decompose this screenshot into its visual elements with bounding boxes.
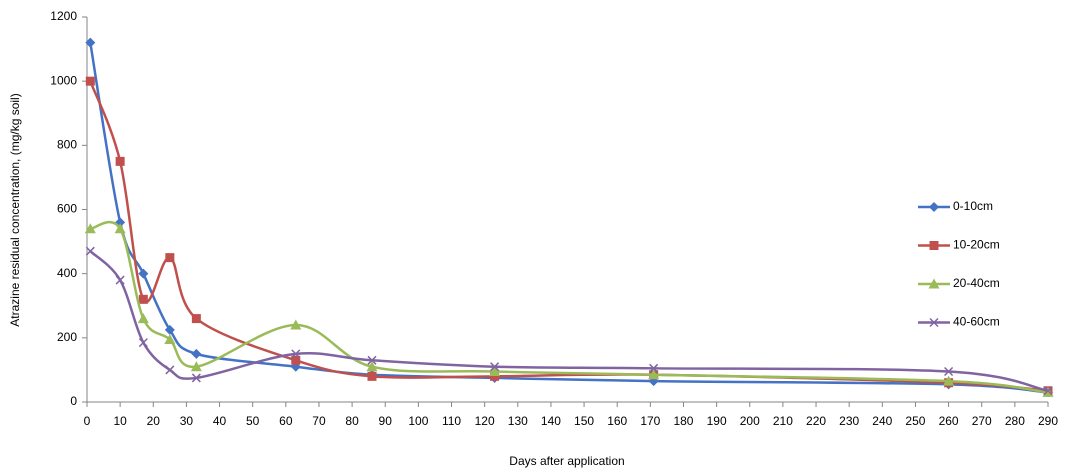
x-tick-label: 180 [673, 414, 693, 428]
x-tick-label: 190 [707, 414, 727, 428]
x-tick-label: 140 [541, 414, 561, 428]
x-tick-label: 260 [939, 414, 959, 428]
data-point [191, 348, 202, 359]
x-tick-label: 240 [872, 414, 892, 428]
data-point [84, 223, 96, 234]
data-point [164, 324, 175, 335]
data-point [191, 314, 201, 324]
x-tick-label: 230 [839, 414, 859, 428]
data-point [137, 313, 149, 324]
data-point [489, 366, 501, 377]
x-tick-label: 150 [574, 414, 594, 428]
legend-label: 40-60cm [953, 315, 1000, 329]
x-tick-label: 110 [442, 414, 461, 428]
x-tick-label: 130 [508, 414, 528, 428]
y-tick-label: 200 [57, 330, 77, 344]
legend-marker [929, 241, 939, 250]
x-tick-label: 60 [279, 414, 293, 428]
x-tick-label: 270 [972, 414, 992, 428]
y-tick-label: 0 [70, 394, 77, 408]
x-tick-label: 290 [1038, 414, 1058, 428]
x-tick-label: 20 [147, 414, 161, 428]
data-point [114, 223, 126, 234]
data-point [115, 156, 125, 166]
data-point [366, 361, 378, 372]
y-axis-label: Atrazine residual concentration, (mg/kg … [8, 93, 22, 326]
y-tick-label: 400 [57, 266, 77, 280]
x-tick-label: 40 [213, 414, 227, 428]
data-point [290, 319, 302, 330]
x-tick-label: 120 [475, 414, 495, 428]
legend-label: 0-10cm [953, 199, 993, 213]
y-tick-label: 600 [57, 202, 77, 216]
data-point [191, 373, 201, 383]
series-line [89, 80, 1049, 393]
data-point [115, 275, 125, 285]
x-tick-label: 0 [84, 414, 91, 428]
legend-marker [928, 278, 940, 289]
data-point [490, 371, 500, 381]
series-line [89, 250, 1049, 392]
legend-label: 20-40cm [953, 276, 1000, 290]
data-point [85, 37, 96, 48]
y-tick-label: 1200 [50, 9, 77, 23]
data-point [138, 338, 148, 348]
x-axis-label: Days after application [509, 454, 624, 468]
x-tick-label: 70 [312, 414, 326, 428]
data-point [291, 355, 301, 365]
data-point [1043, 386, 1053, 396]
y-tick-label: 800 [57, 138, 77, 152]
x-tick-label: 200 [740, 414, 760, 428]
data-point [165, 365, 175, 375]
x-tick-label: 250 [905, 414, 925, 428]
x-tick-label: 80 [345, 414, 359, 428]
data-point [85, 246, 95, 256]
x-tick-label: 10 [113, 414, 127, 428]
data-point [138, 294, 148, 304]
legend-label: 10-20cm [953, 238, 1000, 252]
x-tick-label: 220 [806, 414, 826, 428]
data-point [367, 371, 377, 381]
x-tick-label: 100 [408, 414, 428, 428]
data-point [944, 366, 954, 377]
legend-marker [929, 317, 939, 328]
x-tick-label: 90 [379, 414, 393, 428]
data-point [490, 362, 500, 372]
data-point [164, 333, 176, 344]
data-point [291, 349, 301, 359]
data-point [190, 361, 202, 372]
data-point [943, 375, 955, 386]
x-tick-label: 210 [773, 414, 793, 428]
x-tick-label: 50 [246, 414, 260, 428]
data-point [85, 76, 95, 86]
data-point [649, 363, 659, 373]
x-tick-label: 170 [640, 414, 660, 428]
x-tick-label: 30 [180, 414, 194, 428]
data-point [138, 268, 149, 279]
data-point [648, 369, 660, 380]
data-point [165, 253, 175, 263]
x-tick-label: 160 [607, 414, 627, 428]
data-point [367, 355, 377, 365]
legend-marker [929, 202, 939, 212]
x-tick-label: 280 [1005, 414, 1025, 428]
y-tick-label: 1000 [50, 73, 77, 87]
